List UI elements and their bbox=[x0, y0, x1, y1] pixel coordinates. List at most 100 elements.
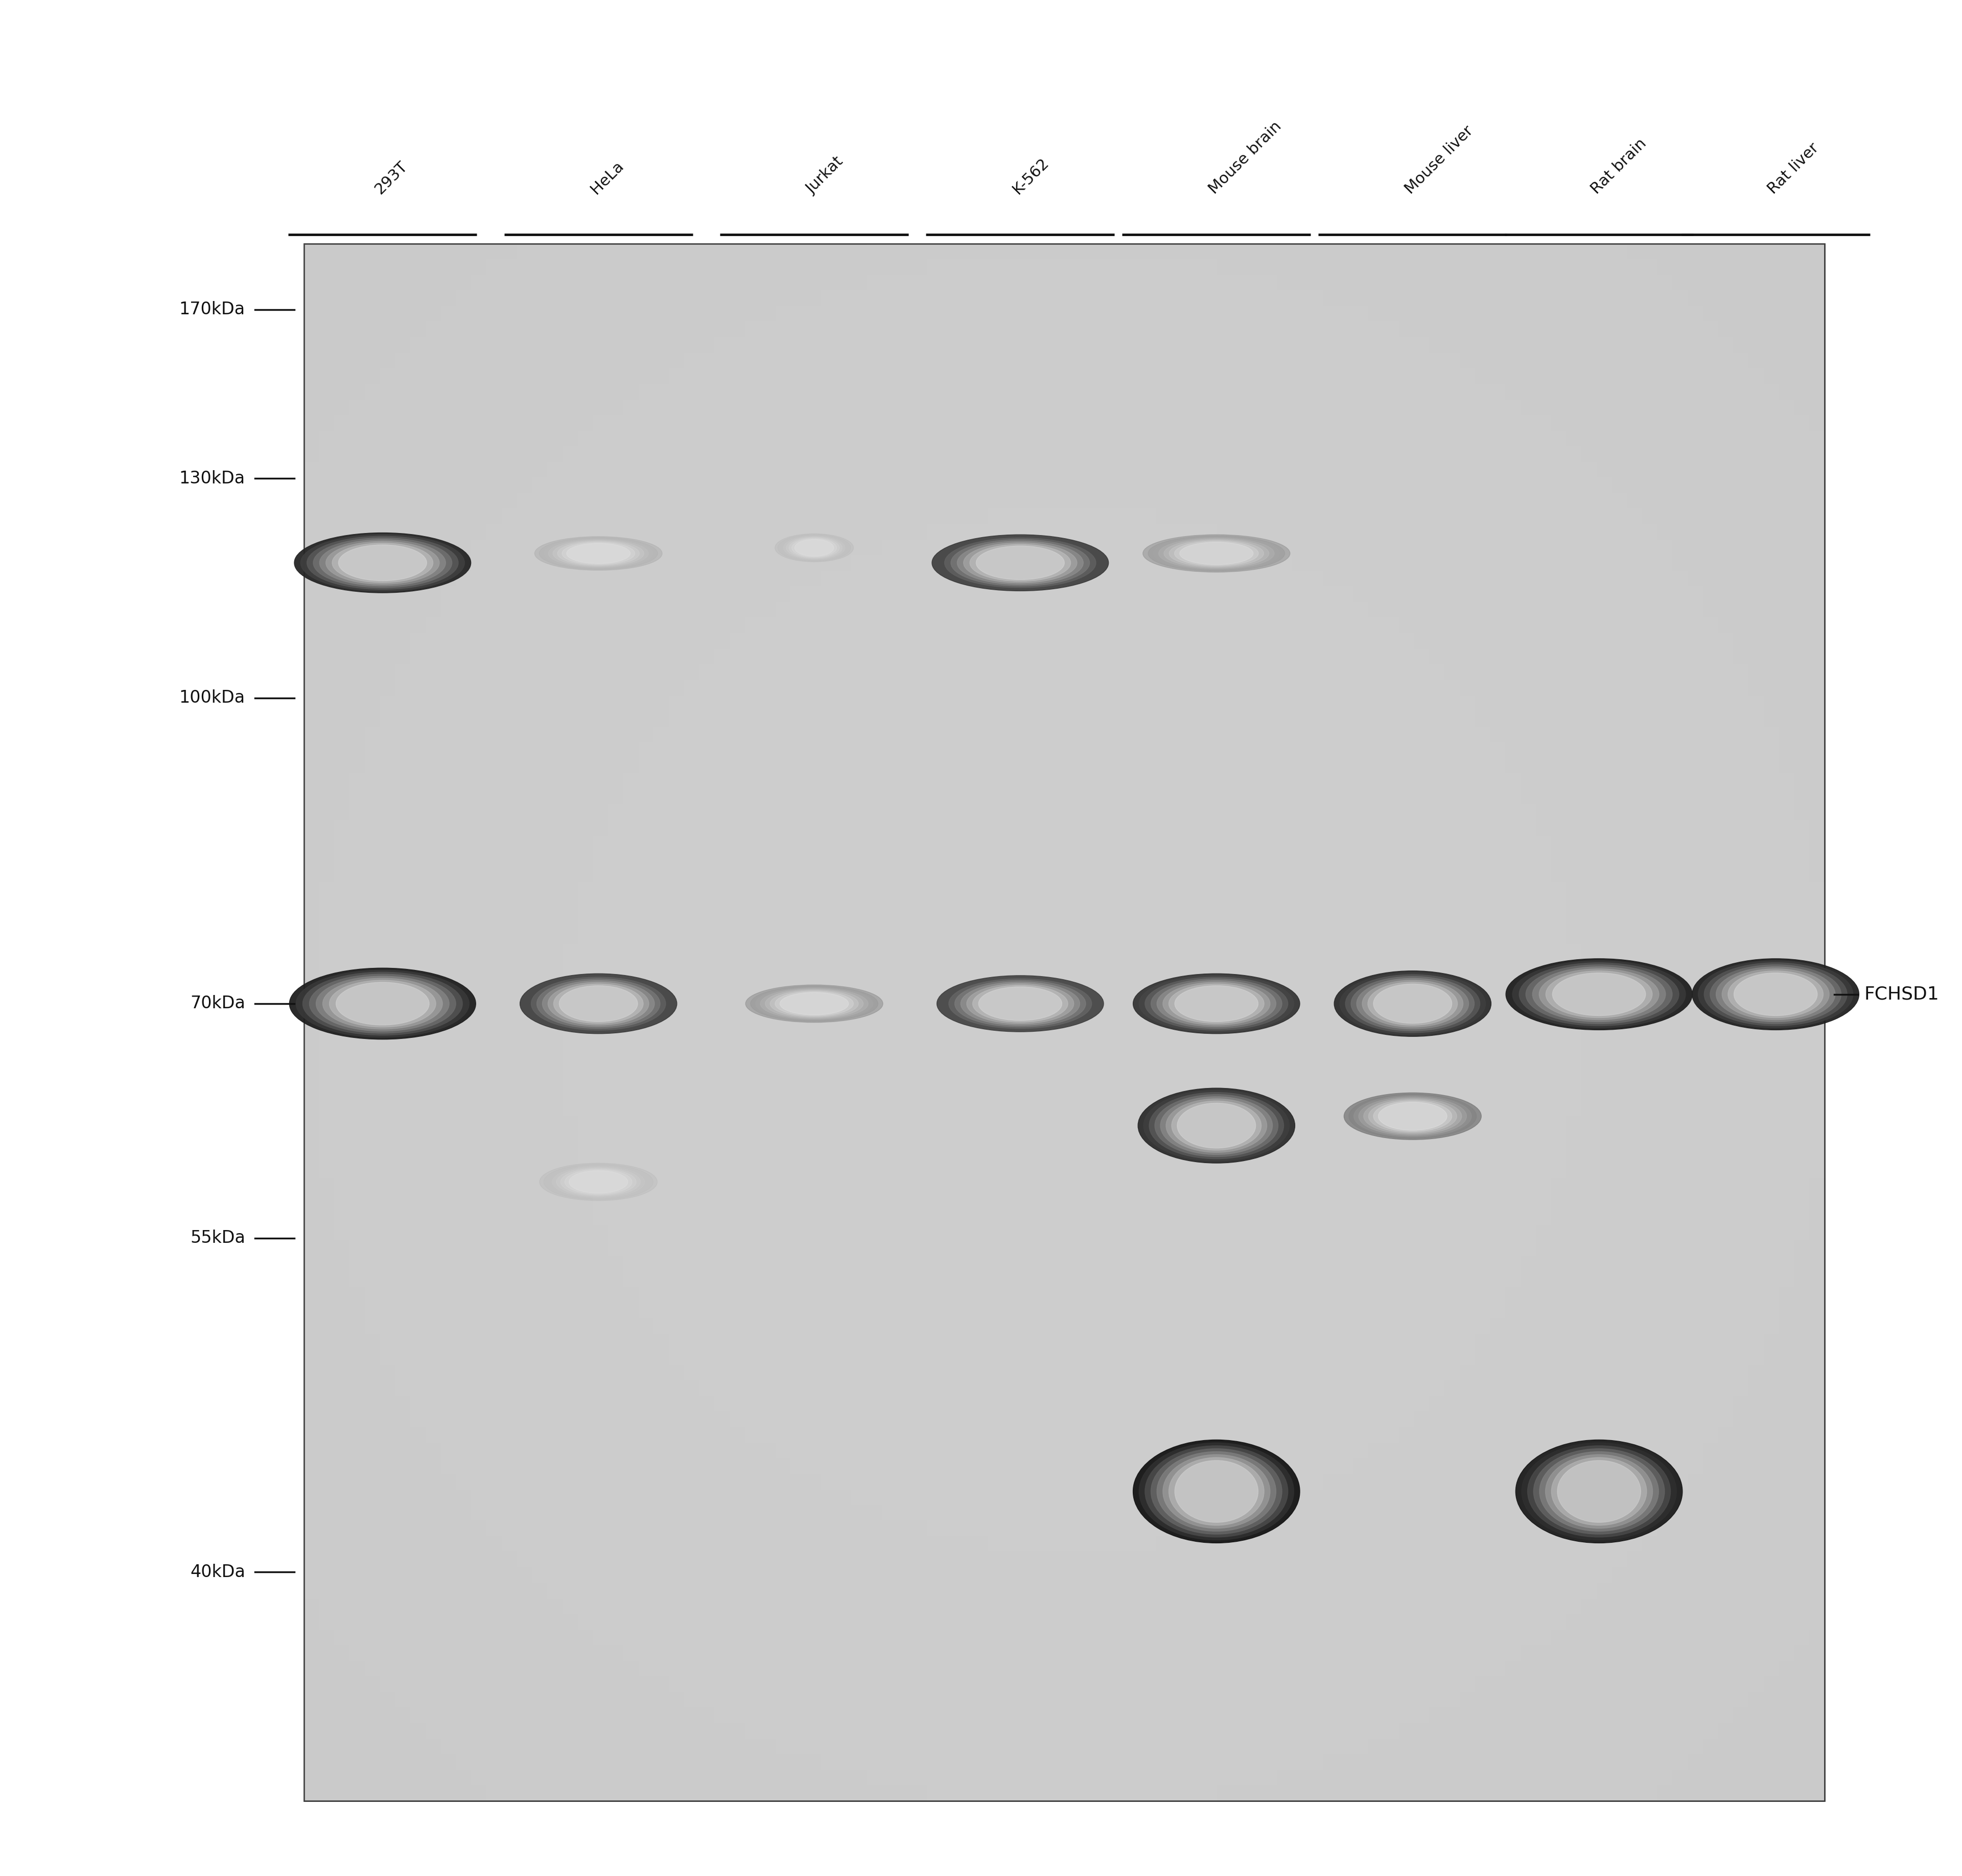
Ellipse shape bbox=[955, 981, 1085, 1026]
Ellipse shape bbox=[775, 535, 853, 563]
Ellipse shape bbox=[316, 976, 449, 1032]
Ellipse shape bbox=[1165, 1099, 1267, 1152]
Ellipse shape bbox=[551, 1167, 645, 1197]
Ellipse shape bbox=[1134, 1441, 1299, 1542]
Ellipse shape bbox=[755, 987, 873, 1021]
Ellipse shape bbox=[783, 537, 846, 559]
Ellipse shape bbox=[1158, 981, 1275, 1026]
Ellipse shape bbox=[567, 544, 630, 563]
Ellipse shape bbox=[540, 538, 657, 568]
Ellipse shape bbox=[1175, 1460, 1258, 1523]
Ellipse shape bbox=[1144, 1090, 1289, 1161]
Bar bbox=[304, 244, 1825, 1801]
Ellipse shape bbox=[795, 540, 834, 555]
Text: HeLa: HeLa bbox=[589, 158, 626, 197]
Ellipse shape bbox=[775, 991, 853, 1017]
Ellipse shape bbox=[526, 976, 671, 1032]
Ellipse shape bbox=[553, 540, 644, 567]
Ellipse shape bbox=[561, 542, 636, 565]
Ellipse shape bbox=[963, 542, 1077, 583]
Ellipse shape bbox=[322, 977, 443, 1030]
Ellipse shape bbox=[1140, 976, 1293, 1032]
Ellipse shape bbox=[1699, 961, 1852, 1028]
Ellipse shape bbox=[1160, 538, 1273, 568]
Ellipse shape bbox=[1368, 1099, 1456, 1133]
Ellipse shape bbox=[1723, 968, 1829, 1021]
Ellipse shape bbox=[326, 542, 439, 583]
Ellipse shape bbox=[761, 989, 867, 1019]
Ellipse shape bbox=[1148, 537, 1285, 570]
Ellipse shape bbox=[977, 546, 1065, 580]
Text: Rat brain: Rat brain bbox=[1589, 135, 1650, 197]
Ellipse shape bbox=[547, 1165, 649, 1199]
Ellipse shape bbox=[557, 1167, 640, 1197]
Ellipse shape bbox=[538, 979, 659, 1028]
Ellipse shape bbox=[1717, 966, 1834, 1022]
Ellipse shape bbox=[1523, 1443, 1676, 1540]
Ellipse shape bbox=[310, 974, 455, 1034]
Ellipse shape bbox=[1146, 1446, 1287, 1536]
Ellipse shape bbox=[332, 542, 434, 583]
Ellipse shape bbox=[540, 1163, 657, 1201]
Ellipse shape bbox=[1154, 537, 1279, 570]
Ellipse shape bbox=[1134, 974, 1299, 1034]
Ellipse shape bbox=[979, 987, 1061, 1021]
Ellipse shape bbox=[559, 985, 638, 1022]
Ellipse shape bbox=[1163, 538, 1269, 568]
Ellipse shape bbox=[339, 544, 428, 582]
Text: 70kDa: 70kDa bbox=[190, 996, 245, 1011]
Ellipse shape bbox=[1175, 985, 1258, 1022]
Text: K-562: K-562 bbox=[1010, 156, 1052, 197]
Ellipse shape bbox=[542, 981, 655, 1026]
Ellipse shape bbox=[1356, 977, 1470, 1028]
Ellipse shape bbox=[547, 540, 649, 567]
Ellipse shape bbox=[961, 981, 1079, 1026]
Text: Rat liver: Rat liver bbox=[1766, 141, 1821, 197]
Text: 293T: 293T bbox=[373, 159, 410, 197]
Ellipse shape bbox=[314, 538, 451, 587]
Ellipse shape bbox=[1377, 1101, 1448, 1129]
Text: 170kDa: 170kDa bbox=[179, 302, 245, 317]
Ellipse shape bbox=[969, 544, 1071, 582]
Ellipse shape bbox=[1546, 972, 1652, 1017]
Ellipse shape bbox=[1179, 542, 1254, 565]
Ellipse shape bbox=[300, 535, 465, 591]
Ellipse shape bbox=[569, 1171, 628, 1193]
Text: 100kDa: 100kDa bbox=[179, 690, 245, 705]
Text: FCHSD1: FCHSD1 bbox=[1864, 985, 1938, 1004]
Ellipse shape bbox=[1526, 964, 1672, 1024]
Ellipse shape bbox=[1152, 979, 1281, 1028]
Ellipse shape bbox=[1348, 1094, 1475, 1139]
Ellipse shape bbox=[543, 1165, 653, 1199]
Ellipse shape bbox=[1163, 983, 1269, 1024]
Ellipse shape bbox=[1152, 1448, 1281, 1535]
Ellipse shape bbox=[1175, 540, 1258, 567]
Text: 40kDa: 40kDa bbox=[190, 1565, 245, 1580]
Ellipse shape bbox=[296, 970, 469, 1037]
Ellipse shape bbox=[1150, 1092, 1283, 1159]
Ellipse shape bbox=[1346, 976, 1479, 1032]
Ellipse shape bbox=[973, 985, 1067, 1022]
Ellipse shape bbox=[1138, 1088, 1295, 1163]
Ellipse shape bbox=[793, 538, 836, 557]
Ellipse shape bbox=[1158, 1452, 1275, 1531]
Ellipse shape bbox=[1519, 962, 1679, 1026]
Ellipse shape bbox=[1364, 1097, 1462, 1135]
Text: Mouse brain: Mouse brain bbox=[1207, 118, 1283, 197]
Text: Mouse liver: Mouse liver bbox=[1403, 124, 1475, 197]
Ellipse shape bbox=[1169, 540, 1264, 567]
Ellipse shape bbox=[1368, 983, 1458, 1024]
Ellipse shape bbox=[781, 535, 848, 561]
Text: Jurkat: Jurkat bbox=[804, 154, 846, 197]
Ellipse shape bbox=[957, 540, 1083, 585]
Ellipse shape bbox=[967, 983, 1073, 1024]
Ellipse shape bbox=[547, 983, 649, 1024]
Ellipse shape bbox=[1532, 966, 1666, 1022]
Ellipse shape bbox=[520, 974, 677, 1034]
Ellipse shape bbox=[1540, 1452, 1658, 1531]
Ellipse shape bbox=[532, 977, 665, 1030]
Ellipse shape bbox=[1552, 1458, 1646, 1525]
Ellipse shape bbox=[290, 968, 477, 1039]
Ellipse shape bbox=[938, 537, 1103, 589]
Ellipse shape bbox=[952, 540, 1089, 585]
